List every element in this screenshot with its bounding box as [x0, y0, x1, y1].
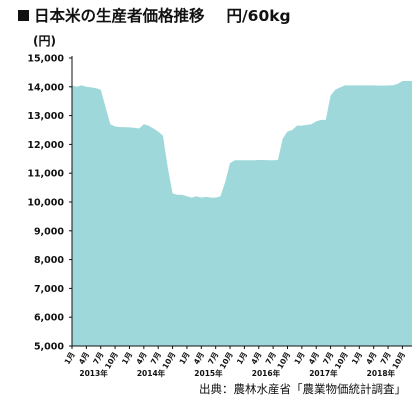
x-year-label: 2017年 — [309, 368, 338, 378]
x-year-label: 2015年 — [194, 368, 223, 378]
x-tick-label: 1月 — [120, 351, 134, 367]
x-year-label: 2013年 — [79, 368, 108, 378]
y-tick-label: 10,000 — [27, 198, 64, 209]
price-area — [72, 81, 412, 346]
x-tick-label: 4月 — [307, 351, 321, 367]
y-tick-label: 7,000 — [34, 284, 64, 295]
y-tick-label: 12,000 — [27, 140, 64, 151]
y-tick-label: 9,000 — [34, 226, 64, 237]
y-tick-label: 5,000 — [34, 342, 64, 353]
source-note: 出典：農林水産省「農業物価統計調査」 — [199, 381, 406, 397]
x-tick-label: 10月 — [390, 351, 407, 371]
x-year-label: 2018年 — [367, 368, 396, 378]
x-tick-label: 10月 — [161, 351, 178, 371]
y-tick-label: 11,000 — [27, 169, 64, 180]
x-tick-label: 10月 — [103, 351, 120, 371]
x-tick-label: 1月 — [235, 351, 249, 367]
x-tick-label: 4月 — [249, 351, 263, 367]
y-tick-label: 8,000 — [34, 255, 64, 266]
y-tick-label: 15,000 — [27, 54, 64, 65]
x-tick-label: 4月 — [364, 351, 378, 367]
y-tick-label: 6,000 — [34, 313, 64, 324]
y-tick-label: 14,000 — [27, 82, 64, 93]
x-tick-label: 10月 — [275, 351, 292, 371]
x-tick-label: 1月 — [178, 351, 192, 367]
x-tick-label: 1月 — [292, 351, 306, 367]
x-year-label: 2016年 — [252, 368, 281, 378]
x-tick-label: 10月 — [333, 351, 350, 371]
x-tick-label: 4月 — [192, 351, 206, 367]
x-tick-label: 1月 — [350, 351, 364, 367]
x-tick-label: 10月 — [218, 351, 235, 371]
x-tick-label: 4月 — [77, 351, 91, 367]
y-tick-label: 13,000 — [27, 111, 64, 122]
x-tick-label: 1月 — [63, 351, 77, 367]
x-year-label: 2014年 — [137, 368, 166, 378]
x-tick-label: 4月 — [134, 351, 148, 367]
